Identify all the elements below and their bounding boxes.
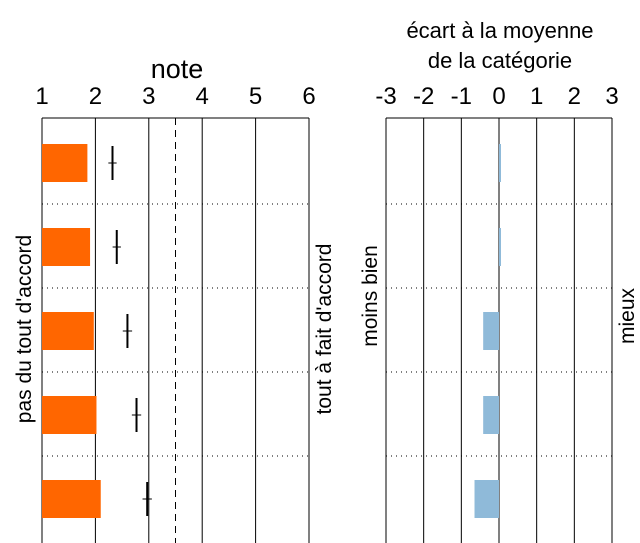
x-tick-label: 6 (302, 83, 315, 110)
deviation-panel-title-line-1: écart à la moyenne (406, 18, 593, 43)
note-panel-grid (41, 117, 310, 543)
bar (42, 312, 94, 350)
x-tick-label: 2 (89, 83, 102, 110)
x-tick-label: 1 (530, 83, 543, 110)
note-panel: note 1 2 3 4 5 6 pas du tout d'accord tout à … (13, 54, 336, 543)
deviation-panel-left-label: moins bien (359, 245, 382, 347)
bar (474, 480, 499, 518)
bar (499, 228, 501, 266)
x-tick-label: 3 (605, 83, 618, 110)
bar (42, 228, 91, 266)
bar (483, 396, 499, 434)
deviation-panel-ticks: -3 -2 -1 0 1 2 3 (375, 83, 618, 110)
deviation-panel-bars (474, 144, 501, 518)
x-tick-label: -2 (413, 83, 434, 110)
x-tick-label: 4 (196, 83, 209, 110)
note-panel-title: note (151, 54, 204, 84)
x-tick-label: 2 (568, 83, 581, 110)
x-tick-label: -3 (375, 83, 396, 110)
note-panel-left-label: pas du tout d'accord (13, 235, 36, 423)
deviation-panel-grid (385, 117, 613, 543)
x-tick-label: 1 (35, 83, 48, 110)
x-tick-label: 3 (142, 83, 155, 110)
bar (42, 396, 97, 434)
x-tick-label: 0 (492, 83, 505, 110)
note-panel-right-label: tout à fait d'accord (313, 244, 336, 415)
deviation-panel-right-label: mieux (616, 287, 639, 344)
deviation-panel-title-line-2: de la catégorie (428, 48, 572, 73)
x-tick-label: 5 (249, 83, 262, 110)
deviation-panel: écart à la moyenne de la catégorie -3 -2-… (359, 18, 639, 543)
note-panel-bars (42, 144, 101, 518)
x-tick-label: -1 (451, 83, 472, 110)
note-panel-markers (108, 146, 152, 516)
note-panel-ticks: 1 2 3 4 5 6 (35, 83, 315, 110)
bar (42, 480, 101, 518)
bar (499, 144, 501, 182)
bar (42, 144, 88, 182)
bar (483, 312, 499, 350)
